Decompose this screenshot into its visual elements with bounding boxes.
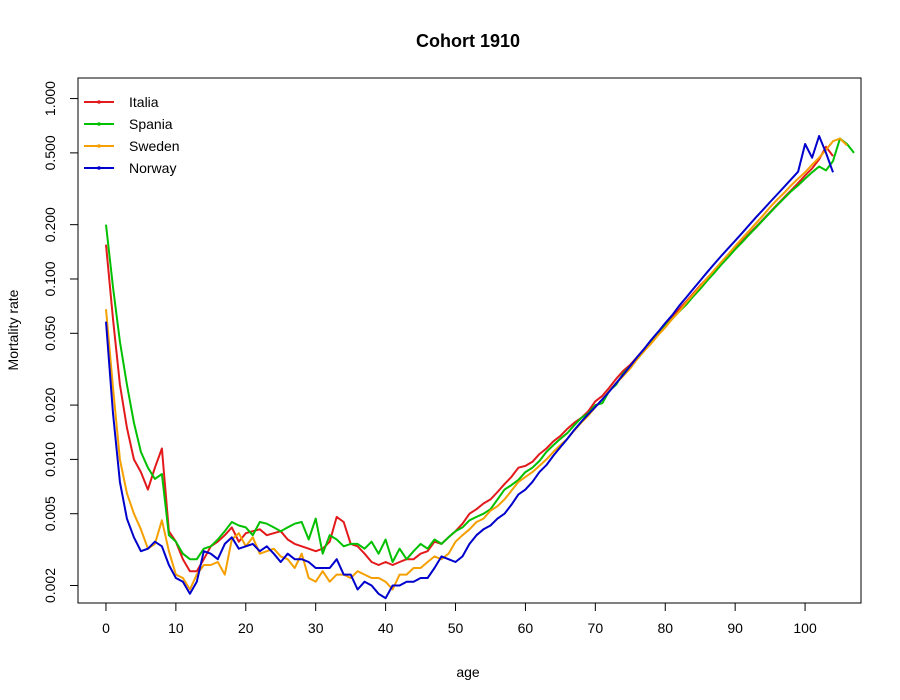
y-tick-label: 0.050 xyxy=(42,316,58,351)
y-axis-label: Mortality rate xyxy=(5,289,21,370)
x-tick-label: 20 xyxy=(238,620,254,636)
y-tick-label: 0.002 xyxy=(42,568,58,603)
x-tick-label: 0 xyxy=(102,620,110,636)
x-tick-label: 100 xyxy=(793,620,817,636)
legend-marker xyxy=(97,166,101,170)
y-tick-label: 0.020 xyxy=(42,387,58,422)
series-lines xyxy=(105,135,855,600)
x-tick-label: 50 xyxy=(448,620,464,636)
legend-marker xyxy=(97,100,101,104)
legend-label: Sweden xyxy=(129,138,180,154)
series-line-sweden xyxy=(105,137,848,591)
legend-item-spania: Spania xyxy=(84,116,173,132)
y-tick-label: 1.000 xyxy=(42,81,58,116)
x-tick-label: 60 xyxy=(518,620,534,636)
x-axis: 0 10 20 30 40 50 60 70 80 90 100 xyxy=(102,602,817,636)
legend-item-italia: Italia xyxy=(84,94,159,110)
legend-marker xyxy=(97,144,101,148)
y-tick-label: 0.010 xyxy=(42,442,58,477)
legend-item-sweden: Sweden xyxy=(84,138,180,154)
y-tick-label: 0.100 xyxy=(42,261,58,296)
legend-label: Norway xyxy=(129,160,176,176)
x-tick-label: 90 xyxy=(727,620,743,636)
y-tick-label: 0.005 xyxy=(42,496,58,531)
y-axis: 0.002 0.005 0.010 0.020 0.050 0.100 0.200 0.500… xyxy=(42,81,79,603)
x-axis-label: age xyxy=(456,664,480,680)
y-tick-label: 0.200 xyxy=(42,207,58,242)
chart-title: Cohort 1910 xyxy=(416,31,520,51)
x-tick-label: 40 xyxy=(378,620,394,636)
x-tick-label: 10 xyxy=(168,620,184,636)
y-tick-label: 0.500 xyxy=(42,135,58,170)
x-tick-label: 70 xyxy=(588,620,604,636)
series-line-spania xyxy=(105,137,855,563)
legend: Italia Spania Sweden Norway xyxy=(84,94,180,176)
legend-label: Italia xyxy=(129,94,159,110)
x-tick-label: 30 xyxy=(308,620,324,636)
legend-marker xyxy=(97,122,101,126)
x-tick-label: 80 xyxy=(657,620,673,636)
legend-label: Spania xyxy=(129,116,173,132)
legend-item-norway: Norway xyxy=(84,160,176,176)
series-line-norway xyxy=(105,135,834,600)
